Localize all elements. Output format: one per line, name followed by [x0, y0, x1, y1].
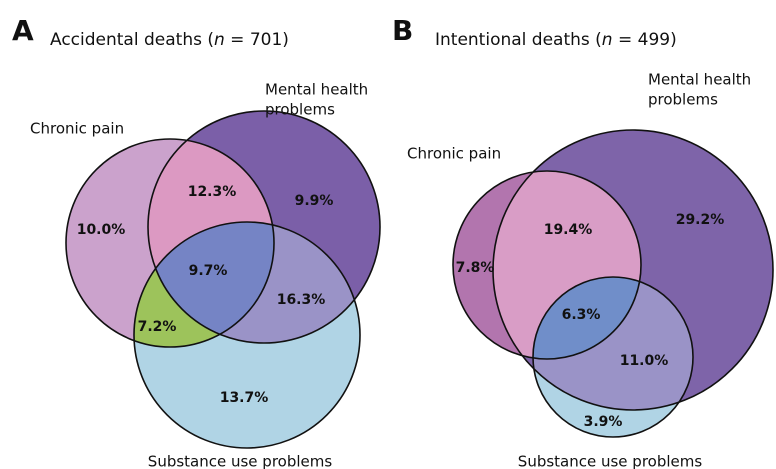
region-label: 7.2%: [138, 319, 177, 335]
region-label: 9.9%: [295, 193, 334, 209]
set-label: problems: [648, 91, 718, 109]
venn: [65, 110, 381, 449]
region-label: 9.7%: [189, 263, 228, 279]
venn: [452, 129, 774, 438]
set-label: Substance use problems: [148, 453, 333, 469]
region-label: 10.0%: [77, 222, 126, 238]
region-label: 11.0%: [620, 353, 669, 369]
set-label: problems: [265, 101, 335, 119]
set-label: Mental health: [265, 81, 368, 99]
set-label: Mental health: [648, 71, 751, 89]
set-label: Substance use problems: [518, 453, 703, 469]
panel-a: A Accidental deaths (n = 701) Chronic pa…: [12, 14, 381, 469]
region-label: 29.2%: [676, 212, 725, 228]
region-label: 6.3%: [562, 307, 601, 323]
region-label: 12.3%: [188, 184, 237, 200]
region-label: 19.4%: [544, 222, 593, 238]
panel-title: Accidental deaths (n = 701): [50, 30, 289, 50]
panel-b: B Intentional deaths (n = 499) Chronic p…: [392, 14, 774, 469]
panel-letter: B: [392, 14, 413, 47]
region-label: 13.7%: [220, 390, 269, 406]
panel-letter: A: [12, 14, 34, 47]
set-label: Chronic pain: [407, 145, 501, 163]
set-label: Chronic pain: [30, 120, 124, 138]
region-label: 16.3%: [277, 292, 326, 308]
panel-title: Intentional deaths (n = 499): [435, 30, 677, 50]
region-label: 3.9%: [584, 414, 623, 430]
region-label: 7.8%: [456, 260, 495, 276]
